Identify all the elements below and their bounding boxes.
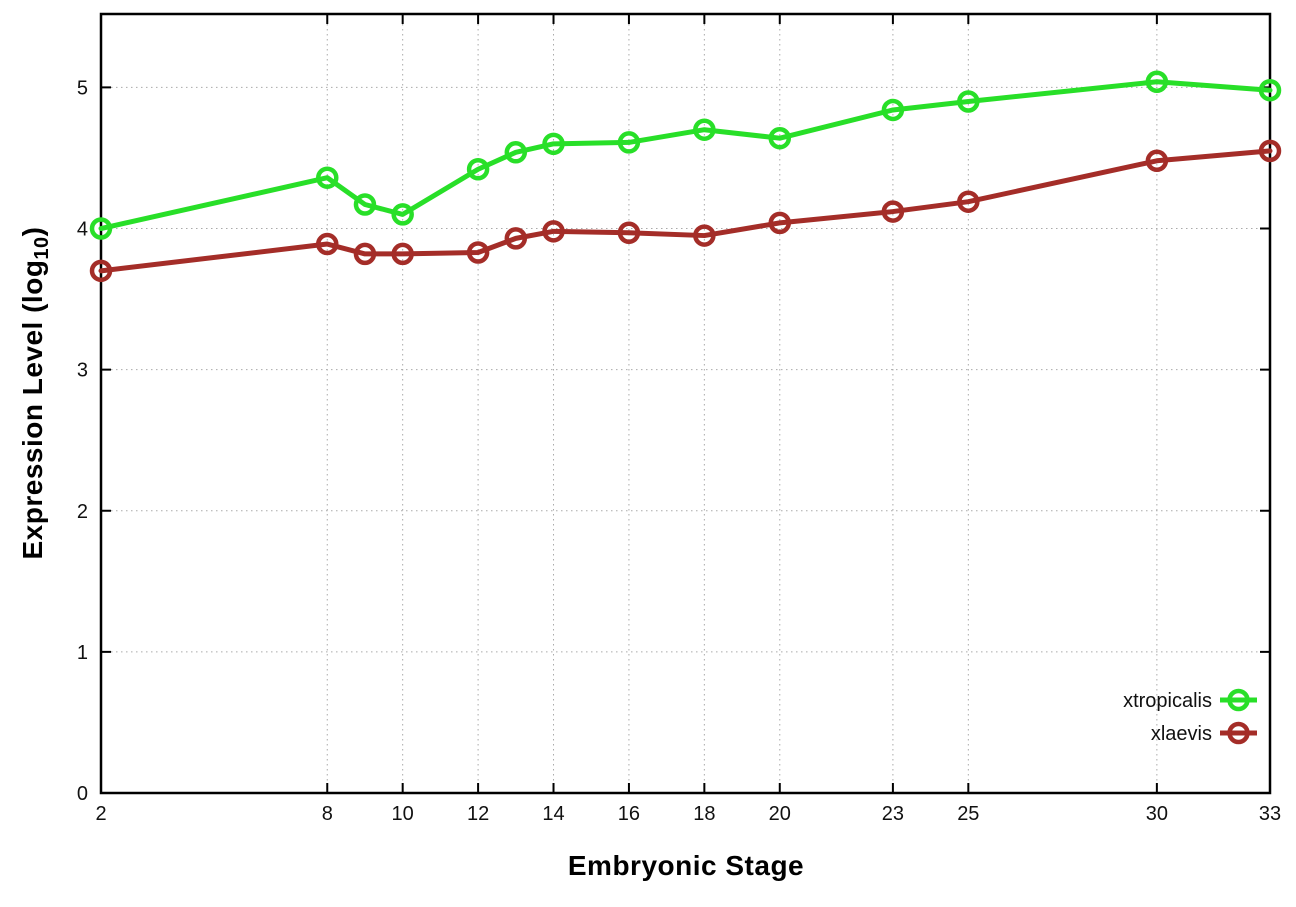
x-tick-label-12: 12 <box>467 803 489 825</box>
x-tick-label-8: 8 <box>322 803 333 825</box>
x-tick-label-33: 33 <box>1259 803 1281 825</box>
marker-xlaevis-25 <box>957 190 980 213</box>
x-axis-title: Embryonic Stage <box>567 850 805 881</box>
marker-xtropicalis-20 <box>768 126 792 150</box>
series-line-xlaevis <box>98 148 1273 274</box>
marker-xtropicalis-13 <box>504 141 528 164</box>
y-tick-label-1: 1 <box>77 642 88 664</box>
marker-xtropicalis-2 <box>89 217 113 240</box>
marker-xtropicalis-14 <box>542 132 565 156</box>
marker-xtropicalis-8 <box>316 166 339 189</box>
marker-xlaevis-20 <box>768 211 792 235</box>
marker-xlaevis-2 <box>89 259 113 283</box>
y-tick-label-0: 0 <box>77 783 88 805</box>
x-tick-label-25: 25 <box>957 803 979 825</box>
x-tick-label-30: 30 <box>1146 803 1168 825</box>
marker-xlaevis-8 <box>316 232 339 256</box>
y-axis-title-subscript: 10 <box>31 236 53 260</box>
marker-xlaevis-30 <box>1145 149 1169 173</box>
x-tick-label-2: 2 <box>95 803 106 825</box>
x-tick-label-18: 18 <box>693 803 715 825</box>
y-axis-title: Expression Level (log10) <box>17 226 53 560</box>
legend-marker-xlaevis <box>1227 721 1250 745</box>
x-tick-label-20: 20 <box>769 803 791 825</box>
x-tick-label-14: 14 <box>542 803 564 825</box>
marker-xtropicalis-23 <box>881 98 905 122</box>
x-tick-label-16: 16 <box>618 803 640 825</box>
legend-label-xlaevis: xlaevis <box>1151 723 1212 745</box>
marker-xtropicalis-18 <box>693 118 716 141</box>
marker-xlaevis-12 <box>466 241 490 264</box>
marker-xtropicalis-10 <box>391 203 414 226</box>
y-tick-label-2: 2 <box>77 501 88 523</box>
marker-xlaevis-23 <box>881 200 905 223</box>
marker-xlaevis-18 <box>693 224 716 247</box>
y-axis-title-text: Expression Level (log <box>17 259 48 560</box>
y-tick-label-3: 3 <box>77 360 88 382</box>
marker-xlaevis-16 <box>617 221 641 244</box>
marker-xlaevis-13 <box>504 227 528 250</box>
x-tick-label-23: 23 <box>882 803 904 825</box>
plot-border <box>99 12 1272 795</box>
marker-xtropicalis-9 <box>353 193 377 216</box>
legend-marker-xtropicalis <box>1227 688 1250 712</box>
y-axis-title-paren: ) <box>17 226 48 237</box>
legend-label-xtropicalis: xtropicalis <box>1123 690 1212 712</box>
x-tick-label-10: 10 <box>392 803 414 825</box>
series-line-xtropicalis <box>98 79 1273 232</box>
y-tick-label-4: 4 <box>77 219 88 241</box>
marker-xlaevis-10 <box>391 242 414 266</box>
y-tick-label-5: 5 <box>77 77 88 99</box>
marker-xtropicalis-30 <box>1145 70 1169 93</box>
marker-xtropicalis-33 <box>1258 78 1282 102</box>
marker-xlaevis-14 <box>542 220 565 243</box>
marker-xtropicalis-12 <box>466 157 490 181</box>
marker-xlaevis-9 <box>353 242 377 266</box>
marker-xtropicalis-25 <box>957 90 980 113</box>
marker-xtropicalis-16 <box>617 131 641 154</box>
marker-xlaevis-33 <box>1258 139 1282 163</box>
